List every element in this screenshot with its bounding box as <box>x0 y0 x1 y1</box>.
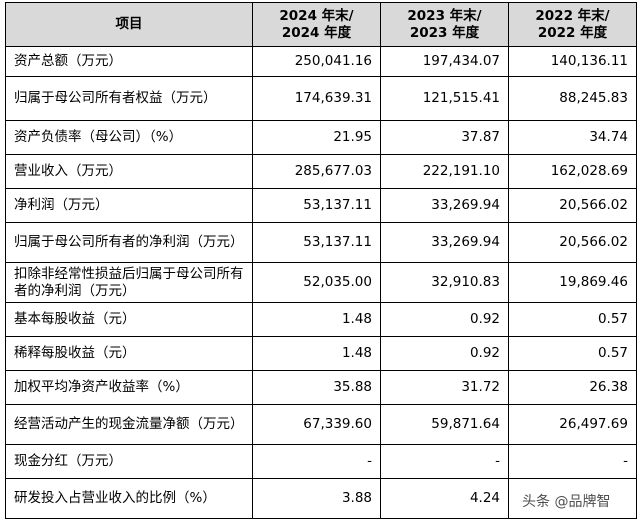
cell-2022: - <box>508 444 637 479</box>
cell-2024: 250,041.16 <box>252 46 381 77</box>
header-item: 项目 <box>5 2 253 47</box>
cell-2022: 34.74 <box>508 120 637 155</box>
cell-2022: 19,869.46 <box>508 262 637 303</box>
table-row: 归属于母公司所有者的净利润（万元） 53,137.11 33,269.94 20… <box>5 222 637 263</box>
header-2023: 2023 年末/ 2023 年度 <box>380 2 509 47</box>
header-row: 项目 2024 年末/ 2024 年度 2023 年末/ 2023 年度 202… <box>5 2 637 47</box>
table-row: 资产负债率（母公司）（%） 21.95 37.87 34.74 <box>5 120 637 155</box>
row-label: 稀释每股收益（元） <box>5 336 253 371</box>
cell-2023: 33,269.94 <box>380 222 509 263</box>
financial-table: 项目 2024 年末/ 2024 年度 2023 年末/ 2023 年度 202… <box>5 2 637 519</box>
table-row: 加权平均净资产收益率（%） 35.88 31.72 26.38 <box>5 370 637 405</box>
row-label: 扣除非经常性损益后归属于母公司所有者的净利润（万元） <box>5 262 253 303</box>
cell-2022: 20,566.02 <box>508 222 637 263</box>
cell-2023: 197,434.07 <box>380 46 509 77</box>
row-label: 归属于母公司所有者的净利润（万元） <box>5 222 253 263</box>
cell-2024: - <box>252 444 381 479</box>
row-label: 净利润（万元） <box>5 188 253 223</box>
table-row: 归属于母公司所有者权益（万元） 174,639.31 121,515.41 88… <box>5 76 637 121</box>
cell-2023: - <box>380 444 509 479</box>
row-label: 基本每股收益（元） <box>5 302 253 337</box>
cell-2023: 121,515.41 <box>380 76 509 121</box>
cell-2024: 174,639.31 <box>252 76 381 121</box>
row-label: 加权平均净资产收益率（%） <box>5 370 253 405</box>
row-label: 资产总额（万元） <box>5 46 253 77</box>
row-label: 现金分红（万元） <box>5 444 253 479</box>
cell-2022: 26.38 <box>508 370 637 405</box>
table-row: 经营活动产生的现金流量净额（万元） 67,339.60 59,871.64 26… <box>5 404 637 445</box>
cell-2024: 53,137.11 <box>252 222 381 263</box>
table-row: 营业收入（万元） 285,677.03 222,191.10 162,028.6… <box>5 154 637 189</box>
cell-2022: 162,028.69 <box>508 154 637 189</box>
cell-2022 <box>508 478 637 519</box>
cell-2023: 37.87 <box>380 120 509 155</box>
row-label: 归属于母公司所有者权益（万元） <box>5 76 253 121</box>
cell-2023: 59,871.64 <box>380 404 509 445</box>
cell-2022: 0.57 <box>508 302 637 337</box>
table-row: 稀释每股收益（元） 1.48 0.92 0.57 <box>5 336 637 371</box>
cell-2023: 32,910.83 <box>380 262 509 303</box>
row-label: 资产负债率（母公司）（%） <box>5 120 253 155</box>
watermark: 头条 @品牌智 <box>522 494 611 510</box>
row-label: 经营活动产生的现金流量净额（万元） <box>5 404 253 445</box>
header-2022: 2022 年末/ 2022 年度 <box>508 2 637 47</box>
table-row: 基本每股收益（元） 1.48 0.92 0.57 <box>5 302 637 337</box>
table-row: 净利润（万元） 53,137.11 33,269.94 20,566.02 <box>5 188 637 223</box>
cell-2023: 4.24 <box>380 478 509 519</box>
cell-2024: 1.48 <box>252 302 381 337</box>
cell-2024: 53,137.11 <box>252 188 381 223</box>
cell-2023: 0.92 <box>380 302 509 337</box>
cell-2024: 21.95 <box>252 120 381 155</box>
cell-2024: 285,677.03 <box>252 154 381 189</box>
row-label: 营业收入（万元） <box>5 154 253 189</box>
header-2024: 2024 年末/ 2024 年度 <box>252 2 381 47</box>
cell-2023: 222,191.10 <box>380 154 509 189</box>
cell-2024: 3.88 <box>252 478 381 519</box>
cell-2022: 0.57 <box>508 336 637 371</box>
table-row: 研发投入占营业收入的比例（%） 3.88 4.24 <box>5 478 637 519</box>
cell-2024: 52,035.00 <box>252 262 381 303</box>
table-row: 资产总额（万元） 250,041.16 197,434.07 140,136.1… <box>5 46 637 77</box>
cell-2022: 88,245.83 <box>508 76 637 121</box>
row-label: 研发投入占营业收入的比例（%） <box>5 478 253 519</box>
cell-2024: 67,339.60 <box>252 404 381 445</box>
table-row: 扣除非经常性损益后归属于母公司所有者的净利润（万元） 52,035.00 32,… <box>5 262 637 303</box>
cell-2023: 31.72 <box>380 370 509 405</box>
table-row: 现金分红（万元） - - - <box>5 444 637 479</box>
cell-2023: 0.92 <box>380 336 509 371</box>
cell-2022: 20,566.02 <box>508 188 637 223</box>
cell-2022: 26,497.69 <box>508 404 637 445</box>
cell-2022: 140,136.11 <box>508 46 637 77</box>
cell-2024: 35.88 <box>252 370 381 405</box>
cell-2023: 33,269.94 <box>380 188 509 223</box>
cell-2024: 1.48 <box>252 336 381 371</box>
